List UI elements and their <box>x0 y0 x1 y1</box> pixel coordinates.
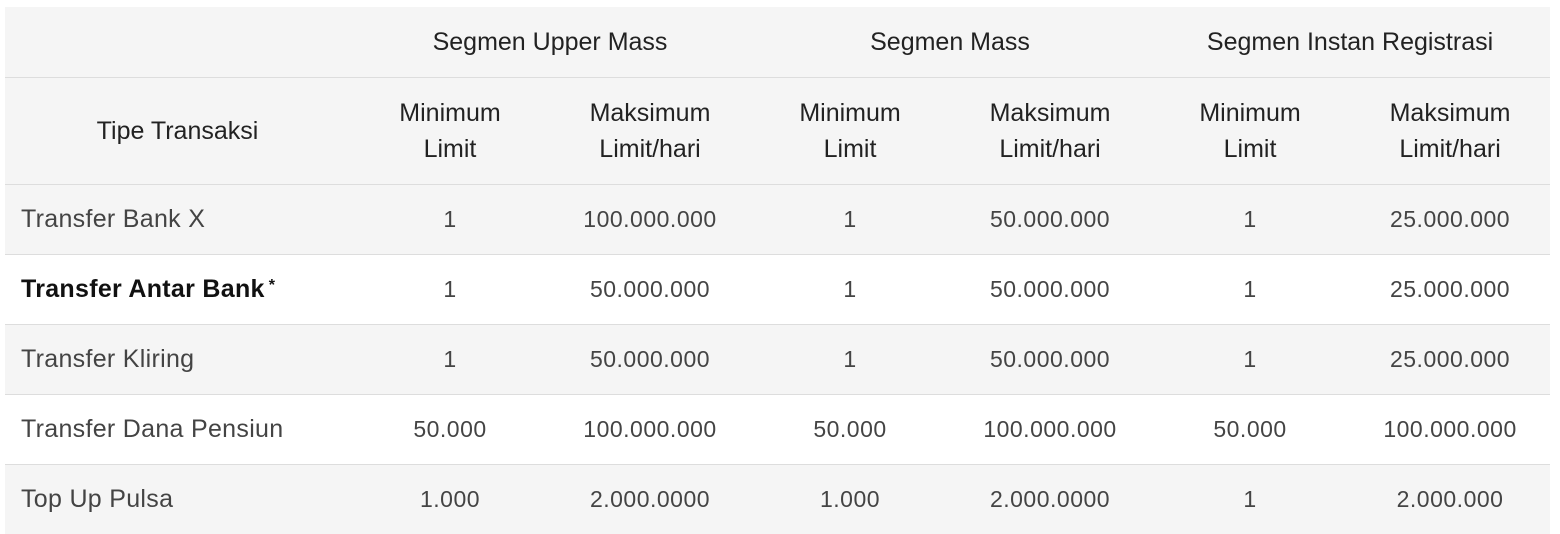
transaction-type-cell: Top Up Pulsa <box>5 464 350 534</box>
value-cell: 1 <box>750 324 951 395</box>
table-row-transfer-kliring: Transfer Kliring 1 50.000.000 1 50.000.0… <box>5 324 1551 395</box>
value-cell: 25.000.000 <box>1350 254 1551 325</box>
segment-header-upper-mass: Segmen Upper Mass <box>350 7 751 78</box>
segment-header-mass: Segmen Mass <box>750 7 1151 78</box>
value-cell: 1 <box>350 324 550 395</box>
value-cell: 50.000 <box>350 394 550 465</box>
value-cell: 100.000.000 <box>950 394 1151 465</box>
value-cell: 1.000 <box>750 464 951 534</box>
value-cell: 50.000.000 <box>550 324 751 395</box>
column-header-min-limit: Minimum Limit <box>750 77 951 185</box>
value-cell: 1 <box>750 254 951 325</box>
table-row-transfer-dana-pensiun: Transfer Dana Pensiun 50.000 100.000.000… <box>5 394 1551 465</box>
header-empty-cell <box>5 7 350 78</box>
value-cell: 50.000.000 <box>550 254 751 325</box>
column-header-max-limit: Maksimum Limit/hari <box>1350 77 1551 185</box>
table-row-top-up-pulsa: Top Up Pulsa 1.000 2.000.0000 1.000 2.00… <box>5 464 1551 534</box>
column-header-max-limit: Maksimum Limit/hari <box>550 77 751 185</box>
segment-header-row: Segmen Upper Mass Segmen Mass Segmen Ins… <box>5 7 1551 78</box>
value-cell: 1 <box>1150 184 1351 255</box>
value-cell: 50.000.000 <box>950 254 1151 325</box>
value-cell: 100.000.000 <box>550 394 751 465</box>
value-cell: 1 <box>350 184 550 255</box>
value-cell: 50.000.000 <box>950 184 1151 255</box>
value-cell: 25.000.000 <box>1350 184 1551 255</box>
value-cell: 50.000 <box>1150 394 1351 465</box>
column-header-min-limit: Minimum Limit <box>1150 77 1351 185</box>
column-header-row: Tipe Transaksi Minimum Limit Maksimum Li… <box>5 77 1551 185</box>
value-cell: 2.000.0000 <box>550 464 751 534</box>
value-cell: 50.000.000 <box>950 324 1151 395</box>
column-header-type: Tipe Transaksi <box>5 77 350 185</box>
value-cell: 2.000.000 <box>1350 464 1551 534</box>
value-cell: 1 <box>1150 254 1351 325</box>
value-cell: 100.000.000 <box>1350 394 1551 465</box>
transaction-limit-table-container: Segmen Upper Mass Segmen Mass Segmen Ins… <box>5 7 1551 534</box>
transaction-type-label: Transfer Antar Bank <box>21 275 265 303</box>
value-cell: 1 <box>1150 464 1351 534</box>
value-cell: 1 <box>750 184 951 255</box>
footnote-asterisk: * <box>268 277 276 294</box>
table-row-transfer-antar-bank: Transfer Antar Bank * 1 50.000.000 1 50.0… <box>5 254 1551 325</box>
value-cell: 1 <box>1150 324 1351 395</box>
segment-header-instan-registrasi: Segmen Instan Registrasi <box>1150 7 1551 78</box>
column-header-max-limit: Maksimum Limit/hari <box>950 77 1151 185</box>
value-cell: 50.000 <box>750 394 951 465</box>
transaction-type-cell: Transfer Antar Bank * <box>5 254 350 325</box>
value-cell: 25.000.000 <box>1350 324 1551 395</box>
column-header-min-limit: Minimum Limit <box>350 77 550 185</box>
value-cell: 100.000.000 <box>550 184 751 255</box>
transaction-type-cell: Transfer Dana Pensiun <box>5 394 350 465</box>
value-cell: 2.000.0000 <box>950 464 1151 534</box>
transaction-type-cell: Transfer Bank X <box>5 184 350 255</box>
value-cell: 1 <box>350 254 550 325</box>
table-row-transfer-bank-x: Transfer Bank X 1 100.000.000 1 50.000.0… <box>5 184 1551 255</box>
value-cell: 1.000 <box>350 464 550 534</box>
transaction-type-cell: Transfer Kliring <box>5 324 350 395</box>
transaction-limit-table: Segmen Upper Mass Segmen Mass Segmen Ins… <box>5 7 1551 534</box>
